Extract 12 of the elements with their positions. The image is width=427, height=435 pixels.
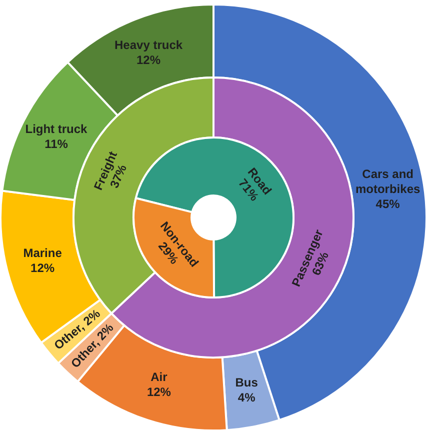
slice-label: Light truck (25, 122, 88, 136)
data-label: 12% (30, 261, 55, 276)
slice-label: Air (150, 370, 168, 384)
data-label: 4% (238, 390, 256, 405)
data-label: 45% (376, 197, 400, 212)
slice-label: Bus (235, 376, 258, 390)
data-label: 11% (44, 137, 68, 152)
slice-label: Marine (23, 246, 62, 260)
slice-label: Heavy truck (114, 38, 183, 52)
data-label: 12% (146, 385, 172, 400)
data-label: 12% (136, 53, 161, 68)
slice-label: Cars and motorbikes (355, 167, 420, 196)
